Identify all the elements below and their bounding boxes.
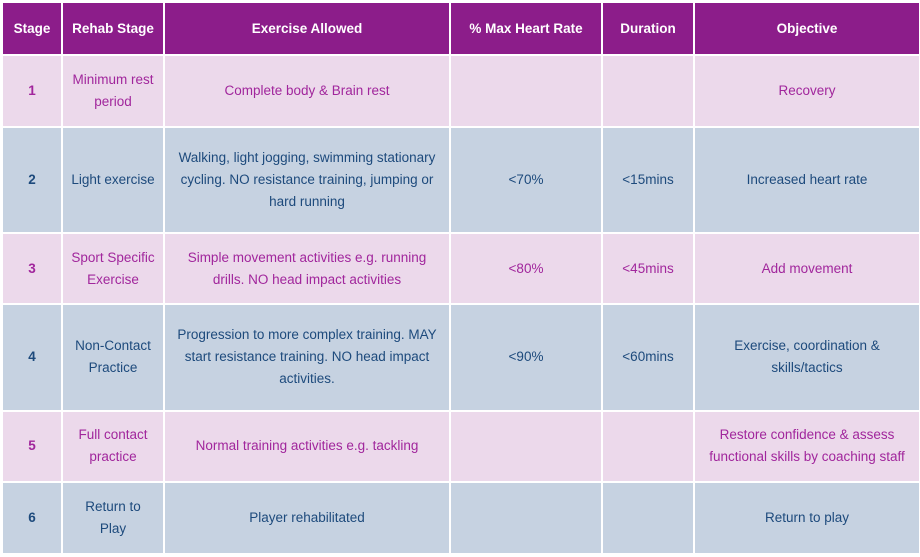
- objective-cell: Return to play: [693, 481, 920, 555]
- table-row: 3 Sport Specific Exercise Simple movement …: [1, 231, 920, 306]
- header-row: Stage Rehab Stage Exercise Allowed% Max He…: [1, 1, 920, 56]
- stage-cell: 5: [1, 409, 63, 484]
- duration-cell: <60mins: [601, 303, 695, 412]
- objective-cell: Exercise, coordination & skills/tactics: [693, 303, 920, 412]
- table-row: 4 Non-Contact Practice Progression to more…: [1, 303, 920, 412]
- table-row: 2 Light exercise Walking, light jogging, s…: [1, 125, 920, 234]
- stage-cell: 3: [1, 231, 63, 306]
- max-hr-cell: <80%: [449, 231, 603, 306]
- rehab-stage-cell: Sport Specific Exercise: [61, 231, 165, 306]
- duration-cell: [601, 54, 695, 128]
- stage-cell: 1: [1, 54, 63, 128]
- table-header: Stage Rehab Stage Exercise Allowed% Max He…: [1, 1, 920, 56]
- max-hr-cell: [449, 481, 603, 555]
- exercise-cell: Simple movement activities e.g. running …: [163, 231, 451, 306]
- exercise-cell: Walking, light jogging, swimming station…: [163, 125, 451, 234]
- table-row: 5 Full contact practice Normal training ac…: [1, 409, 920, 484]
- duration-cell: [601, 409, 695, 484]
- max-hr-cell: [449, 409, 603, 484]
- rehab-stage-cell: Return to Play: [61, 481, 165, 555]
- rehab-stage-cell: Minimum rest period: [61, 54, 165, 128]
- stage-cell: 2: [1, 125, 63, 234]
- exercise-cell: Player rehabilitated: [163, 481, 451, 555]
- max-hr-cell: <90%: [449, 303, 603, 412]
- header-cell: Stage: [1, 1, 63, 56]
- stage-cell: 4: [1, 303, 63, 412]
- objective-cell: Increased heart rate: [693, 125, 920, 234]
- exercise-cell: Progression to more complex training. MA…: [163, 303, 451, 412]
- exercise-cell: Normal training activities e.g. tackling: [163, 409, 451, 484]
- header-cell: Duration: [601, 1, 695, 56]
- duration-cell: <15mins: [601, 125, 695, 234]
- duration-cell: [601, 481, 695, 555]
- table-row: 6 Return to Play Player rehabilitated Retur…: [1, 481, 920, 555]
- table-row: 1 Minimum rest period Complete body & Brai…: [1, 54, 920, 128]
- header-cell: Exercise Allowed: [163, 1, 451, 56]
- exercise-cell: Complete body & Brain rest: [163, 54, 451, 128]
- header-cell: Rehab Stage: [61, 1, 165, 56]
- duration-cell: <45mins: [601, 231, 695, 306]
- rehab-stage-cell: Full contact practice: [61, 409, 165, 484]
- max-hr-cell: <70%: [449, 125, 603, 234]
- objective-cell: Add movement: [693, 231, 920, 306]
- objective-cell: Recovery: [693, 54, 920, 128]
- rehab-stage-cell: Non-Contact Practice: [61, 303, 165, 412]
- stage-cell: 6: [1, 481, 63, 555]
- rehab-stage-cell: Light exercise: [61, 125, 165, 234]
- max-hr-cell: [449, 54, 603, 128]
- header-cell: % Max Heart Rate: [449, 1, 603, 56]
- header-cell: Objective: [693, 1, 920, 56]
- table-body: 1 Minimum rest period Complete body & Brai…: [1, 54, 920, 555]
- objective-cell: Restore confidence & assess functional s…: [693, 409, 920, 484]
